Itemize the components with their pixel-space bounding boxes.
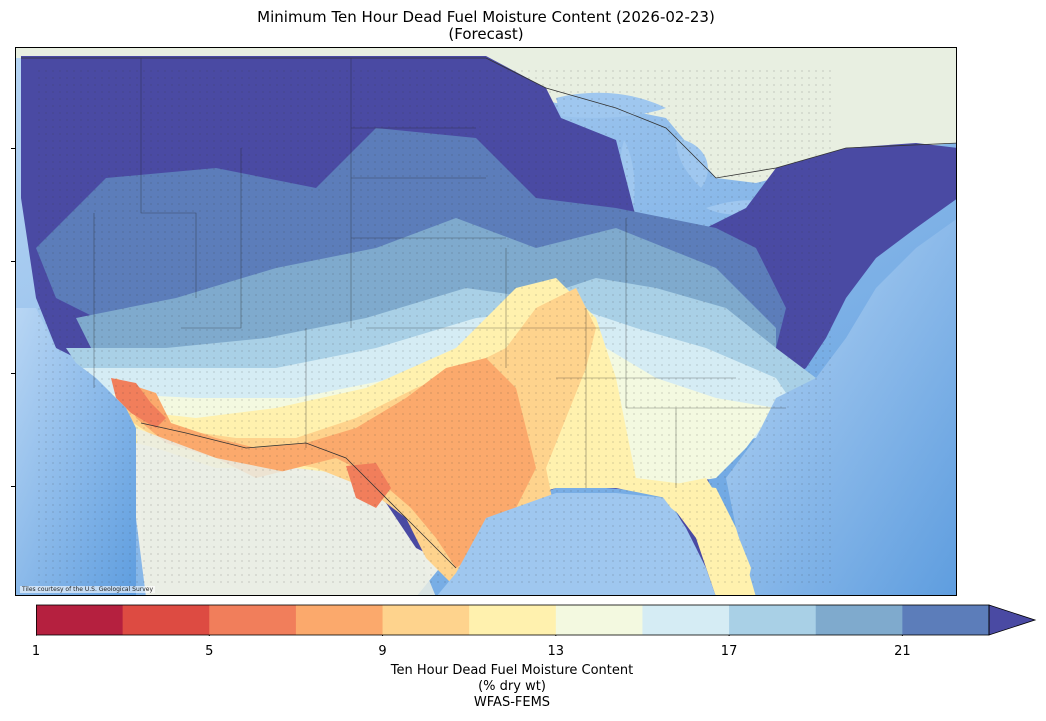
colorbar-tick-label: 21: [894, 644, 911, 659]
colorbar-segment: [902, 605, 990, 635]
colorbar-label-line-3: WFAS-FEMS: [473, 695, 551, 710]
colorbar-svg: [35, 604, 1037, 636]
colorbar-tick-label: 1: [31, 644, 41, 659]
colorbar-segment: [382, 605, 470, 635]
y-axis-tick: [11, 373, 15, 374]
map-attribution: Tiles courtesy of the U.S. Geological Su…: [20, 586, 156, 593]
colorbar-segment: [729, 605, 817, 635]
title-line-1: Minimum Ten Hour Dead Fuel Moisture Cont…: [257, 8, 715, 26]
colorbar-title: Ten Hour Dead Fuel Moisture Content (% d…: [0, 663, 1024, 711]
us-mexico-border: [140, 422, 457, 569]
colorbar-segment: [642, 605, 730, 635]
colorbar-label-line-2: (% dry wt): [478, 679, 546, 694]
state-boundaries: [93, 58, 786, 488]
title-line-2: (Forecast): [448, 25, 524, 43]
map-title: Minimum Ten Hour Dead Fuel Moisture Cont…: [0, 9, 972, 43]
fuel-moisture-map: [16, 48, 956, 595]
y-axis-tick: [11, 261, 15, 262]
colorbar-segment: [295, 605, 384, 635]
colorbar-segment: [555, 605, 643, 635]
y-axis-tick: [11, 148, 15, 149]
map-panel[interactable]: Tiles courtesy of the U.S. Geological Su…: [15, 47, 957, 596]
colorbar-extend-arrow: [988, 604, 1037, 636]
colorbar-segment: [469, 605, 557, 635]
y-axis-tick: [11, 486, 15, 487]
colorbar-label-line-1: Ten Hour Dead Fuel Moisture Content: [390, 663, 634, 678]
colorbar-segment: [122, 605, 210, 635]
colorbar: [35, 604, 1040, 640]
colorbar-tick-label: 13: [547, 644, 565, 659]
colorbar-segment: [209, 605, 297, 635]
colorbar-tick-label: 17: [720, 644, 738, 659]
colorbar-segment: [815, 605, 903, 635]
colorbar-tick-labels: 1 5 9 13 17 21: [0, 644, 1046, 660]
colorbar-segment: [36, 605, 124, 635]
us-canada-border: [21, 57, 956, 179]
colorbar-tick-label: 9: [378, 644, 387, 659]
colorbar-outline: [36, 604, 990, 636]
colorbar-tick-label: 5: [205, 644, 214, 659]
